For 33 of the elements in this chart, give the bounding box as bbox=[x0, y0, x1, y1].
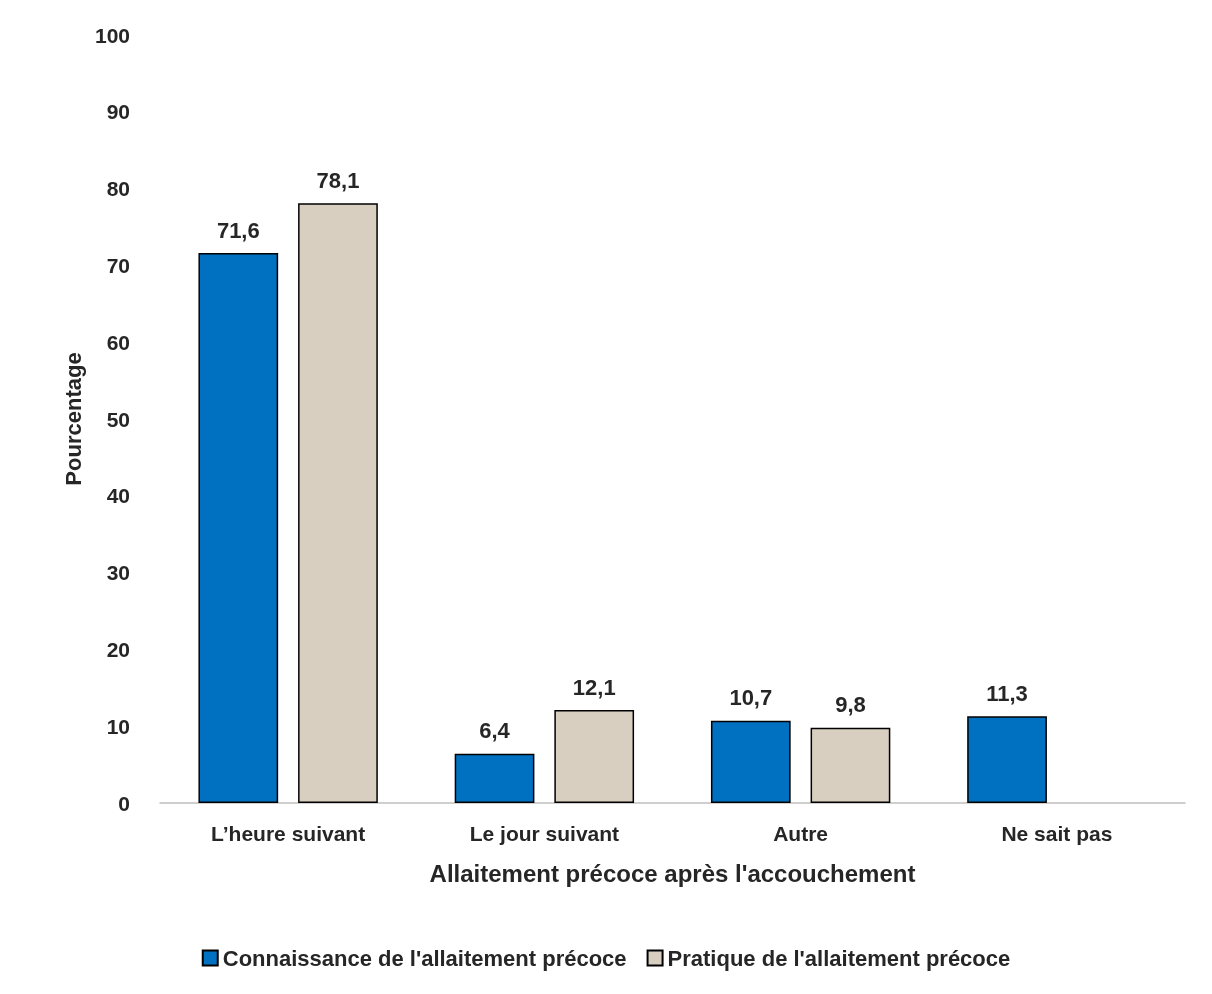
data-label: 6,4 bbox=[479, 718, 511, 744]
bar bbox=[198, 253, 279, 803]
data-label: 9,8 bbox=[835, 692, 866, 718]
y-tick-label: 10 bbox=[106, 714, 130, 738]
y-tick-label: 30 bbox=[106, 561, 130, 585]
x-tick-label: Autre bbox=[773, 822, 829, 845]
x-tick-label: L’heure suivant bbox=[211, 822, 366, 845]
bar bbox=[810, 727, 891, 803]
x-axis-title: Allaitement précoce après l'accouchement bbox=[429, 859, 916, 887]
bar bbox=[298, 203, 378, 803]
y-tick-label: 20 bbox=[106, 637, 130, 661]
data-label: 10,7 bbox=[729, 685, 773, 711]
data-label: 12,1 bbox=[572, 674, 616, 700]
y-tick-label: 70 bbox=[106, 253, 130, 277]
y-tick-label: 50 bbox=[106, 407, 130, 431]
y-tick-label: 60 bbox=[106, 330, 130, 354]
y-tick-label: 100 bbox=[94, 23, 130, 47]
data-label: 11,3 bbox=[986, 680, 1028, 706]
bar bbox=[554, 710, 635, 803]
bar bbox=[967, 716, 1047, 803]
bar bbox=[710, 720, 791, 803]
y-tick-label: 80 bbox=[106, 177, 130, 201]
y-tick-label: 90 bbox=[106, 100, 130, 124]
data-label: 78,1 bbox=[316, 167, 360, 193]
x-tick-label: Ne sait pas bbox=[1001, 822, 1113, 845]
y-tick-label: 40 bbox=[106, 484, 130, 508]
legend-label: Pratique de l'allaitement précoce bbox=[667, 945, 1011, 971]
bar bbox=[454, 753, 535, 803]
y-tick-label: 0 bbox=[118, 791, 130, 815]
data-label: 71,6 bbox=[216, 217, 260, 243]
y-axis-title: Pourcentage bbox=[60, 352, 86, 486]
x-tick-label: Le jour suivant bbox=[469, 822, 620, 845]
legend-label: Connaissance de l'allaitement précoce bbox=[222, 945, 627, 971]
